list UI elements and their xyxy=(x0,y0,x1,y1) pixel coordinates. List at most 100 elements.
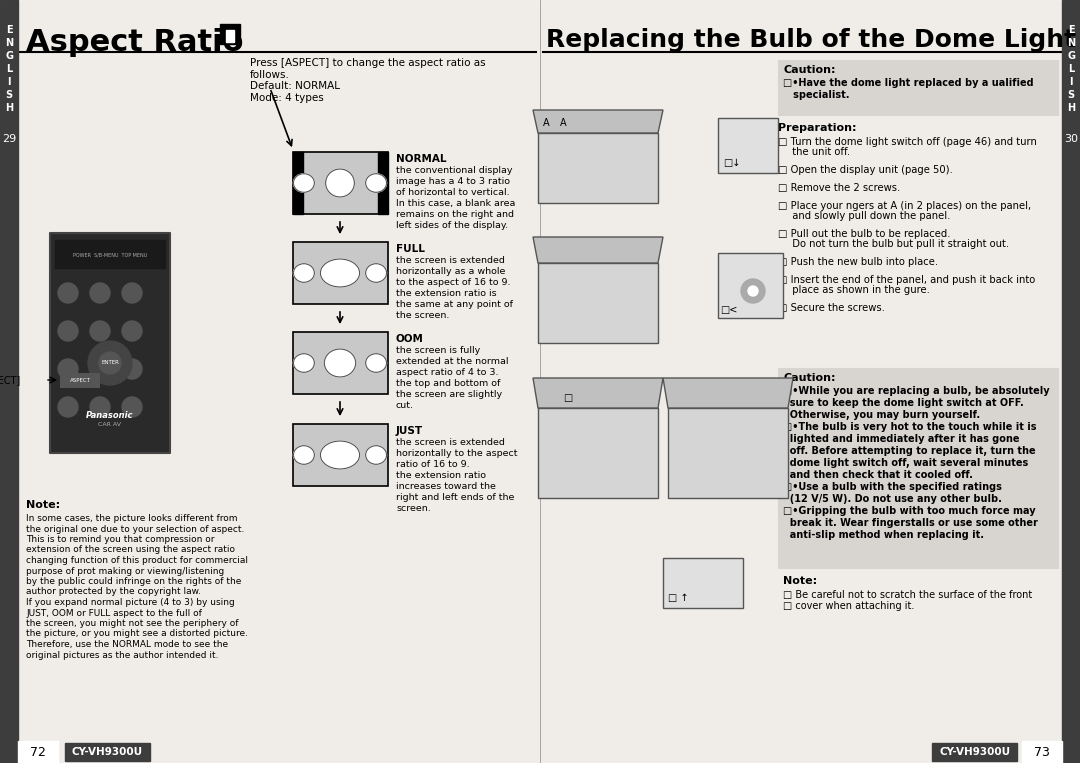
Text: the screen, you might not see the periphery of: the screen, you might not see the periph… xyxy=(26,619,239,628)
Text: and slowly pull down the panel.: and slowly pull down the panel. xyxy=(786,211,950,221)
Text: □•Have the dome light replaced by a ualified
   specialist.: □•Have the dome light replaced by a uali… xyxy=(783,78,1034,100)
Bar xyxy=(226,30,234,42)
Text: image has a 4 to 3 ratio: image has a 4 to 3 ratio xyxy=(396,177,510,186)
Text: author protected by the copyright law.: author protected by the copyright law. xyxy=(26,588,201,597)
Text: off. Before attempting to replace it, turn the: off. Before attempting to replace it, tu… xyxy=(783,446,1036,456)
Ellipse shape xyxy=(324,349,355,377)
Text: and then check that it cooled off.: and then check that it cooled off. xyxy=(783,470,973,480)
Text: This is to remind you that compression or: This is to remind you that compression o… xyxy=(26,535,215,544)
Text: remains on the right and: remains on the right and xyxy=(396,210,514,219)
Bar xyxy=(669,408,788,498)
Text: the picture, or you might see a distorted picture.: the picture, or you might see a distorte… xyxy=(26,629,248,639)
Text: CY-VH9300U: CY-VH9300U xyxy=(71,747,143,757)
Text: FULL: FULL xyxy=(396,244,424,254)
Text: (12 V/5 W). Do not use any other bulb.: (12 V/5 W). Do not use any other bulb. xyxy=(783,494,1002,504)
Bar xyxy=(293,332,388,394)
Text: changing function of this product for commercial: changing function of this product for co… xyxy=(26,556,248,565)
Text: sure to keep the dome light switch at OFF.: sure to keep the dome light switch at OF… xyxy=(783,398,1024,408)
Text: G: G xyxy=(5,51,13,61)
Text: □ ↑: □ ↑ xyxy=(669,593,689,603)
Circle shape xyxy=(58,359,78,379)
Text: left sides of the display.: left sides of the display. xyxy=(396,221,508,230)
Text: H: H xyxy=(5,103,13,113)
Bar xyxy=(293,424,388,486)
Text: Press [ASPECT] to change the aspect ratio as
follows.
Default: NORMAL
Mode: 4 ty: Press [ASPECT] to change the aspect rati… xyxy=(249,58,486,103)
Text: N: N xyxy=(5,38,13,48)
Bar xyxy=(0,0,18,763)
Text: dome light switch off, wait several minutes: dome light switch off, wait several minu… xyxy=(783,458,1028,468)
Text: place as shown in the gure.: place as shown in the gure. xyxy=(786,285,930,295)
Bar xyxy=(1022,741,1062,763)
Text: 30: 30 xyxy=(1064,134,1078,144)
Text: □<: □< xyxy=(720,305,738,315)
Bar xyxy=(663,558,743,608)
Text: A: A xyxy=(543,118,550,128)
Text: the screen are slightly: the screen are slightly xyxy=(396,390,502,399)
Text: OOM: OOM xyxy=(396,334,423,344)
Bar xyxy=(60,373,100,388)
Bar xyxy=(718,118,778,173)
Text: the screen is fully: the screen is fully xyxy=(396,346,481,355)
Text: CY-VH9300U: CY-VH9300U xyxy=(940,747,1011,757)
Bar xyxy=(293,152,388,214)
Polygon shape xyxy=(534,237,663,263)
Ellipse shape xyxy=(326,169,354,197)
Bar xyxy=(55,240,165,268)
Text: □ Remove the 2 screws.: □ Remove the 2 screws. xyxy=(778,183,901,193)
Text: by the public could infringe on the rights of the: by the public could infringe on the righ… xyxy=(26,577,241,586)
Text: □ Be careful not to scratch the surface of the front: □ Be careful not to scratch the surface … xyxy=(783,590,1032,600)
Circle shape xyxy=(122,397,141,417)
Bar xyxy=(65,743,150,761)
Text: horizontally to the aspect: horizontally to the aspect xyxy=(396,449,517,458)
Text: L: L xyxy=(5,64,12,74)
Text: 72: 72 xyxy=(30,746,46,759)
Text: □ Open the display unit (page 50).: □ Open the display unit (page 50). xyxy=(778,165,953,175)
Ellipse shape xyxy=(366,354,387,372)
Text: screen.: screen. xyxy=(396,504,431,513)
Text: anti-slip method when replacing it.: anti-slip method when replacing it. xyxy=(783,530,984,540)
Text: Aspect Ratio: Aspect Ratio xyxy=(26,28,243,57)
Ellipse shape xyxy=(294,446,314,465)
Circle shape xyxy=(90,321,110,341)
Text: □•Use a bulb with the specified ratings: □•Use a bulb with the specified ratings xyxy=(783,482,1002,492)
Circle shape xyxy=(58,321,78,341)
Text: □: □ xyxy=(563,393,572,403)
Ellipse shape xyxy=(321,259,360,287)
Text: the same at any point of: the same at any point of xyxy=(396,300,513,309)
Text: In this case, a blank area: In this case, a blank area xyxy=(396,199,515,208)
Text: □•The bulb is very hot to the touch while it is: □•The bulb is very hot to the touch whil… xyxy=(783,422,1037,432)
Text: Replacing the Bulb of the Dome Light: Replacing the Bulb of the Dome Light xyxy=(546,28,1076,52)
Text: right and left ends of the: right and left ends of the xyxy=(396,493,514,502)
Bar xyxy=(293,242,388,304)
Circle shape xyxy=(58,283,78,303)
Bar xyxy=(778,60,1058,115)
Circle shape xyxy=(87,341,132,385)
Text: of horizontal to vertical.: of horizontal to vertical. xyxy=(396,188,510,197)
Text: break it. Wear fingerstalls or use some other: break it. Wear fingerstalls or use some … xyxy=(783,518,1038,528)
Polygon shape xyxy=(534,110,663,133)
Text: POWER  S/B-MENU  TOP MENU: POWER S/B-MENU TOP MENU xyxy=(72,253,147,257)
Text: S: S xyxy=(5,90,13,100)
Text: lighted and immediately after it has gone: lighted and immediately after it has gon… xyxy=(783,434,1020,444)
Bar xyxy=(538,133,658,203)
Text: NORMAL: NORMAL xyxy=(396,154,446,164)
Circle shape xyxy=(99,352,121,374)
Text: aspect ratio of 4 to 3.: aspect ratio of 4 to 3. xyxy=(396,368,499,377)
Text: □↓: □↓ xyxy=(723,158,741,168)
Text: □•Gripping the bulb with too much force may: □•Gripping the bulb with too much force … xyxy=(783,506,1036,516)
Ellipse shape xyxy=(366,174,387,192)
Circle shape xyxy=(90,359,110,379)
Text: □ Turn the dome light switch off (page 46) and turn: □ Turn the dome light switch off (page 4… xyxy=(778,137,1037,147)
Text: Caution:: Caution: xyxy=(783,65,836,75)
Circle shape xyxy=(122,283,141,303)
Bar xyxy=(718,253,783,318)
Circle shape xyxy=(122,359,141,379)
Bar xyxy=(538,263,658,343)
Text: If you expand normal picture (4 to 3) by using: If you expand normal picture (4 to 3) by… xyxy=(26,598,234,607)
Circle shape xyxy=(741,279,765,303)
Text: the unit off.: the unit off. xyxy=(786,147,850,157)
Text: H: H xyxy=(1067,103,1075,113)
Text: S: S xyxy=(1067,90,1075,100)
Bar xyxy=(1062,0,1080,763)
Text: Note:: Note: xyxy=(26,500,60,510)
